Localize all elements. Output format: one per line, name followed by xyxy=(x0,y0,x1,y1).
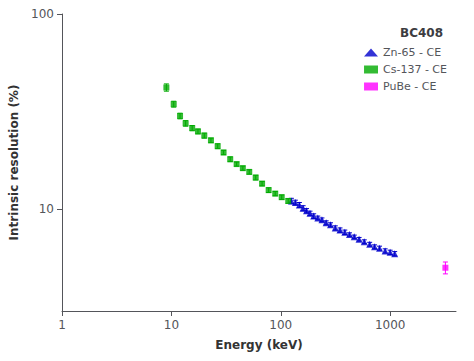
svg-text:Zn-65 - CE: Zn-65 - CE xyxy=(383,46,441,59)
svg-text:Cs-137 - CE: Cs-137 - CE xyxy=(383,63,447,76)
svg-text:PuBe - CE: PuBe - CE xyxy=(383,80,436,93)
svg-text:Energy (keV): Energy (keV) xyxy=(215,338,302,352)
svg-text:100: 100 xyxy=(269,318,292,332)
svg-text:100: 100 xyxy=(31,7,54,21)
svg-text:1000: 1000 xyxy=(375,318,406,332)
svg-text:BC408: BC408 xyxy=(400,26,443,40)
svg-text:Intrinsic resolution (%): Intrinsic resolution (%) xyxy=(7,85,21,241)
svg-text:10: 10 xyxy=(164,318,179,332)
svg-text:1: 1 xyxy=(58,318,66,332)
svg-text:10: 10 xyxy=(39,202,54,216)
